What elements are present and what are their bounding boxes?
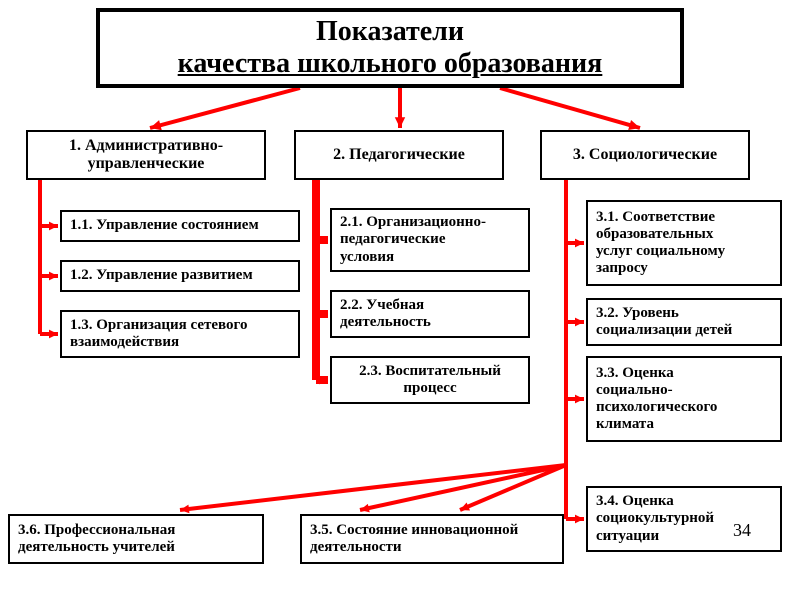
item-2-2: 2.2. Учебная деятельность: [330, 290, 530, 338]
title-line1: Показатели: [178, 16, 603, 48]
item-3-1: 3.1. Соответствие образовательных услуг …: [586, 200, 782, 286]
category-2: 2. Педагогические: [294, 130, 504, 180]
item-3-2: 3.2. Уровень социализации детей: [586, 298, 782, 346]
item-1-3: 1.3. Организация сетевого взаимодействия: [60, 310, 300, 358]
item-1-2: 1.2. Управление развитием: [60, 260, 300, 292]
item-2-3: 2.3. Воспитательный процесс: [330, 356, 530, 404]
item-3-6: 3.6. Профессиональная деятельность учите…: [8, 514, 264, 564]
category-1: 1. Административно- управленческие: [26, 130, 266, 180]
item-3-5: 3.5. Состояние инновационной деятельност…: [300, 514, 564, 564]
title-box: Показатели качества школьного образовани…: [96, 8, 684, 88]
category-3: 3. Социологические: [540, 130, 750, 180]
item-3-4: 3.4. Оценка социокультурной ситуации: [586, 486, 782, 552]
item-2-1: 2.1. Организационно- педагогические усло…: [330, 208, 530, 272]
title-line2: качества школьного образования: [178, 48, 603, 80]
item-3-3: 3.3. Оценка социально- психологического …: [586, 356, 782, 442]
page-number: 34: [733, 520, 751, 541]
item-1-1: 1.1. Управление состоянием: [60, 210, 300, 242]
